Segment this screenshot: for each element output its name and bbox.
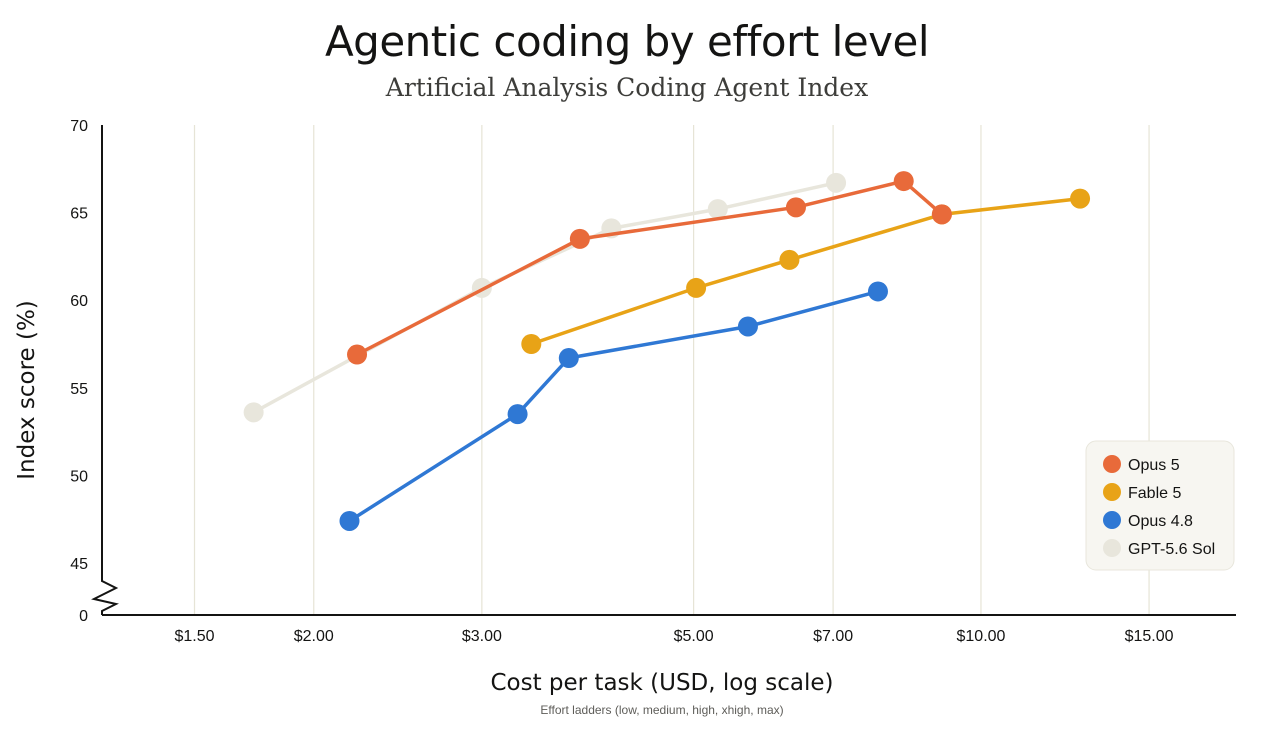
data-point-opus-4-8 <box>558 348 579 369</box>
x-tick-label: $1.50 <box>174 628 214 645</box>
data-point-opus-4-8 <box>507 404 528 425</box>
gridlines <box>193 125 1150 615</box>
legend-box <box>1085 440 1235 571</box>
x-axis-note: Effort ladders (low, medium, high, xhigh… <box>540 703 783 717</box>
data-point-opus-5 <box>931 204 952 225</box>
y-tick-label: 70 <box>70 118 88 135</box>
series-line-opus-5 <box>355 179 944 357</box>
legend-swatch-opus-5 <box>1103 455 1121 473</box>
chart-title: Agentic coding by effort level <box>325 17 929 66</box>
y-tick-label: 45 <box>70 556 88 573</box>
data-point-gpt-5-6-sol <box>243 402 264 423</box>
series-line-opus-4-8 <box>347 289 880 523</box>
x-axis-title: Cost per task (USD, log scale) <box>490 670 833 696</box>
legend-label-fable-5: Fable 5 <box>1128 485 1181 502</box>
axes <box>91 125 1236 616</box>
data-point-opus-5 <box>347 344 368 365</box>
data-point-opus-4-8 <box>867 281 888 302</box>
data-point-fable-5 <box>1070 188 1091 209</box>
data-point-opus-5 <box>893 171 914 192</box>
x-tick-label: $7.00 <box>813 628 853 645</box>
x-tick-label: $2.00 <box>294 628 334 645</box>
legend-label-opus-5: Opus 5 <box>1128 457 1180 474</box>
data-point-gpt-5-6-sol <box>707 199 728 220</box>
data-point-fable-5 <box>686 277 707 298</box>
legend-swatch-gpt-5-6-sol <box>1103 539 1121 557</box>
x-tick-label: $5.00 <box>674 628 714 645</box>
y-tick-label-zero: 0 <box>79 608 88 625</box>
data-point-opus-5 <box>569 228 590 249</box>
legend: Opus 5 Fable 5 Opus 4.8 GPT-5.6 Sol <box>1085 440 1235 571</box>
y-axis-title: Index score (%) <box>14 300 40 480</box>
series-line-gpt-5-6-sol <box>251 181 838 415</box>
data-point-opus-4-8 <box>737 316 758 337</box>
legend-label-opus-4-8: Opus 4.8 <box>1128 513 1193 530</box>
y-axis-line <box>91 125 119 615</box>
data-point-gpt-5-6-sol <box>826 172 847 193</box>
chart-subtitle: Artificial Analysis Coding Agent Index <box>385 73 868 102</box>
data-point-fable-5 <box>521 334 542 354</box>
tick-labels: $1.50 $2.00 $3.00 $5.00 $7.00 $10.00 $15.00 45 5… <box>70 118 1173 645</box>
x-tick-label: $10.00 <box>957 628 1006 645</box>
x-tick-label: $3.00 <box>462 628 502 645</box>
legend-label-gpt-5-6-sol: GPT-5.6 Sol <box>1128 541 1215 558</box>
data-point-fable-5 <box>779 249 800 270</box>
x-tick-label: $15.00 <box>1125 628 1174 645</box>
y-tick-label: 65 <box>70 206 88 223</box>
y-tick-label: 55 <box>70 381 88 398</box>
y-tick-label: 60 <box>70 293 88 310</box>
legend-swatch-opus-4-8 <box>1103 511 1121 529</box>
legend-swatch-fable-5 <box>1103 483 1121 501</box>
y-tick-label: 50 <box>70 468 88 485</box>
series-lines <box>243 171 1091 531</box>
data-point-opus-5 <box>785 197 806 218</box>
data-point-opus-4-8 <box>339 510 360 531</box>
